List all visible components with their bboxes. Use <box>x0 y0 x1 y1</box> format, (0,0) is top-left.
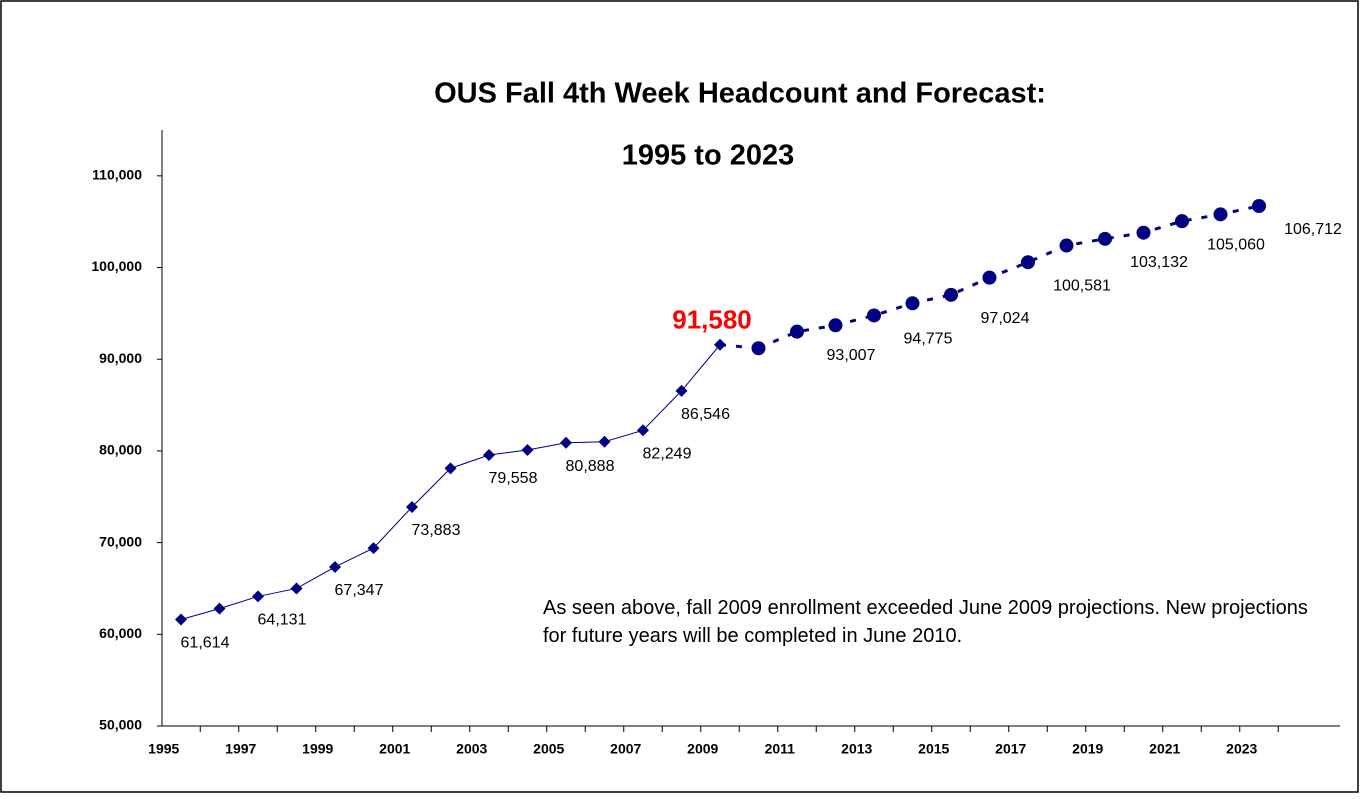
value-label: 67,347 <box>335 582 384 599</box>
marker <box>714 338 726 351</box>
y-tick-label: 100,000 <box>91 258 142 274</box>
x-tick-label: 2019 <box>1072 741 1103 757</box>
x-tick-label: 2005 <box>533 741 564 757</box>
value-label: 94,775 <box>904 331 953 348</box>
marker <box>637 424 649 437</box>
y-tick-label: 60,000 <box>99 625 142 641</box>
x-tick-label: 1995 <box>148 741 179 757</box>
value-label: 106,712 <box>1284 221 1342 238</box>
marker <box>1136 225 1151 240</box>
x-tick-label: 2003 <box>456 741 487 757</box>
marker <box>521 444 534 457</box>
marker <box>213 602 226 615</box>
value-label: 61,614 <box>181 635 230 652</box>
chart-subtitle: 1995 to 2023 <box>622 140 795 172</box>
marker <box>1059 238 1074 253</box>
marker <box>828 318 843 333</box>
marker <box>560 436 572 449</box>
marker <box>1252 198 1266 213</box>
marker <box>1021 255 1035 270</box>
value-label: 103,132 <box>1130 254 1188 271</box>
x-tick-label: 2015 <box>918 741 949 757</box>
value-label: 64,131 <box>258 612 307 629</box>
value-label: 97,024 <box>981 310 1030 327</box>
marker <box>290 582 303 595</box>
value-label: 86,546 <box>681 406 730 423</box>
value-label: 91,580 <box>672 305 752 335</box>
value-label: 80,888 <box>566 458 615 475</box>
marker <box>598 435 611 448</box>
value-label: 105,060 <box>1207 236 1265 253</box>
x-tick-label: 2007 <box>610 741 641 757</box>
value-label: 93,007 <box>827 347 876 364</box>
y-tick-label: 70,000 <box>99 533 142 549</box>
value-label: 73,883 <box>412 522 461 539</box>
marker <box>867 308 881 323</box>
marker <box>944 287 958 302</box>
value-label: 100,581 <box>1053 277 1111 294</box>
marker <box>252 590 264 603</box>
x-tick-label: 2017 <box>995 741 1026 757</box>
marker <box>675 384 688 397</box>
marker <box>1175 214 1189 229</box>
series-line <box>180 344 721 620</box>
marker <box>329 560 341 573</box>
x-tick-label: 2023 <box>1226 741 1257 757</box>
value-label: 79,558 <box>489 470 538 487</box>
value-label: 82,249 <box>643 446 692 463</box>
x-tick-label: 2013 <box>841 741 872 757</box>
x-tick-label: 2021 <box>1149 741 1180 757</box>
marker <box>367 542 380 555</box>
y-tick-label: 80,000 <box>99 442 142 458</box>
x-tick-label: 1997 <box>225 741 256 757</box>
marker <box>444 462 457 475</box>
x-tick-label: 1999 <box>302 741 333 757</box>
chart-title: OUS Fall 4th Week Headcount and Forecast… <box>434 78 1046 110</box>
marker <box>751 341 766 356</box>
y-tick-label: 110,000 <box>92 167 142 183</box>
marker <box>175 613 187 626</box>
marker <box>406 501 418 514</box>
marker <box>1213 207 1228 222</box>
y-tick-label: 50,000 <box>99 717 142 733</box>
x-tick-label: 2011 <box>765 741 796 757</box>
marker <box>982 270 997 285</box>
marker <box>905 296 920 311</box>
annotation: As seen above, fall 2009 enrollment exce… <box>543 597 1308 647</box>
marker <box>790 324 804 339</box>
marker <box>1098 231 1112 246</box>
y-tick-label: 90,000 <box>99 350 142 366</box>
marker <box>483 448 495 461</box>
x-tick-label: 2009 <box>687 741 718 757</box>
x-tick-label: 2001 <box>379 741 410 757</box>
